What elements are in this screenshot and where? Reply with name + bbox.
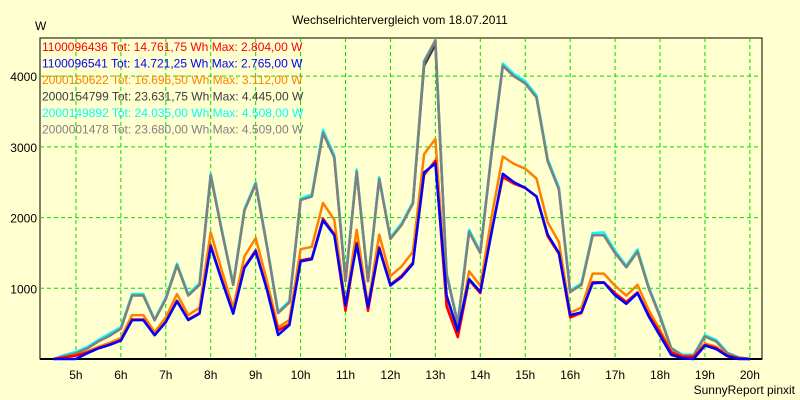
legend-entry-1100096436: 1100096436 Tot: 14.761,75 Wh Max: 2.804,…	[42, 40, 303, 54]
y-tick-label: 2000	[10, 212, 37, 226]
legend-entry-2000001478: 2000001478 Tot: 23.680,00 Wh Max: 4.509,…	[42, 123, 304, 137]
x-tick-label: 17h	[605, 368, 625, 382]
x-tick-label: 10h	[291, 368, 311, 382]
y-axis-unit-label: W	[35, 19, 47, 33]
x-tick-label: 19h	[695, 368, 715, 382]
legend-entry-1100096541: 1100096541 Tot: 14.721,25 Wh Max: 2.765,…	[42, 57, 303, 71]
legend-entry-2000149892: 2000149892 Tot: 24.035,00 Wh Max: 4.508,…	[42, 106, 304, 120]
x-tick-label: 20h	[740, 368, 760, 382]
footer-credit: SunnyReport pinxit	[694, 383, 796, 397]
y-tick-label: 1000	[10, 282, 37, 296]
legend-entry-2000150622: 2000150622 Tot: 16.696,50 Wh Max: 3.112,…	[42, 73, 303, 87]
series-lines	[53, 38, 751, 361]
y-tick-label: 4000	[10, 70, 37, 84]
chart-title: Wechselrichtervergleich vom 18.07.2011	[292, 13, 508, 27]
x-tick-label: 16h	[560, 368, 580, 382]
x-tick-label: 13h	[425, 368, 445, 382]
legend-entry-2000154799: 2000154799 Tot: 23.631,75 Wh Max: 4.445,…	[42, 90, 304, 104]
y-tick-label: 3000	[10, 141, 37, 155]
x-tick-label: 8h	[204, 368, 217, 382]
x-tick-label: 14h	[470, 368, 490, 382]
x-tick-label: 9h	[249, 368, 262, 382]
tick-labels: 5h 6h 7h 8h 9h 10h 11h 12h 13h 14h 15h 16h 17h 18h 19h…	[10, 70, 760, 382]
series-line-1100096436	[53, 159, 750, 361]
x-tick-label: 7h	[159, 368, 172, 382]
x-tick-label: 6h	[114, 368, 127, 382]
x-tick-label: 15h	[515, 368, 535, 382]
series-line-2000150622	[53, 137, 751, 361]
x-tick-label: 12h	[380, 368, 400, 382]
x-tick-label: 18h	[650, 368, 670, 382]
x-tick-label: 11h	[336, 368, 355, 382]
series-line-2000001478	[53, 38, 751, 361]
legend: 1100096436 Tot: 14.761,75 Wh Max: 2.804,…	[42, 40, 304, 137]
series-line-1100096541	[53, 162, 750, 361]
x-tick-label: 5h	[69, 368, 82, 382]
